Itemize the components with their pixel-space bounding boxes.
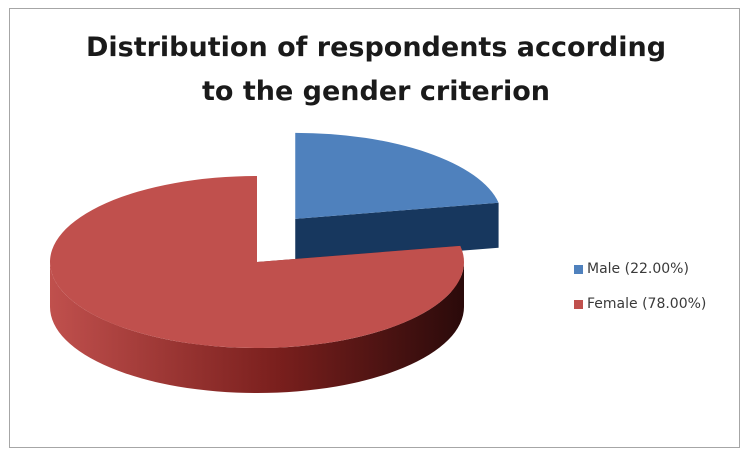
legend-swatch-female <box>574 299 583 309</box>
chart-title-line-2: to the gender criterion <box>201 76 551 107</box>
pie-slice-female <box>49 176 465 348</box>
legend-label-female: Female (78.00%) <box>587 296 707 312</box>
pie-slice-male <box>295 132 499 219</box>
chart-title-line-1: Distribution of respondents according <box>85 32 667 63</box>
legend-swatch-male <box>574 264 583 274</box>
legend-item-male: Male (22.00%) <box>574 258 706 280</box>
chart-legend: Male (22.00%) Female (78.00%) <box>574 258 706 328</box>
legend-label-male: Male (22.00%) <box>587 261 689 277</box>
chart-title: Distribution of respondents according to… <box>0 26 752 114</box>
legend-item-female: Female (78.00%) <box>574 293 706 315</box>
pie-slice-female-side <box>50 262 464 393</box>
